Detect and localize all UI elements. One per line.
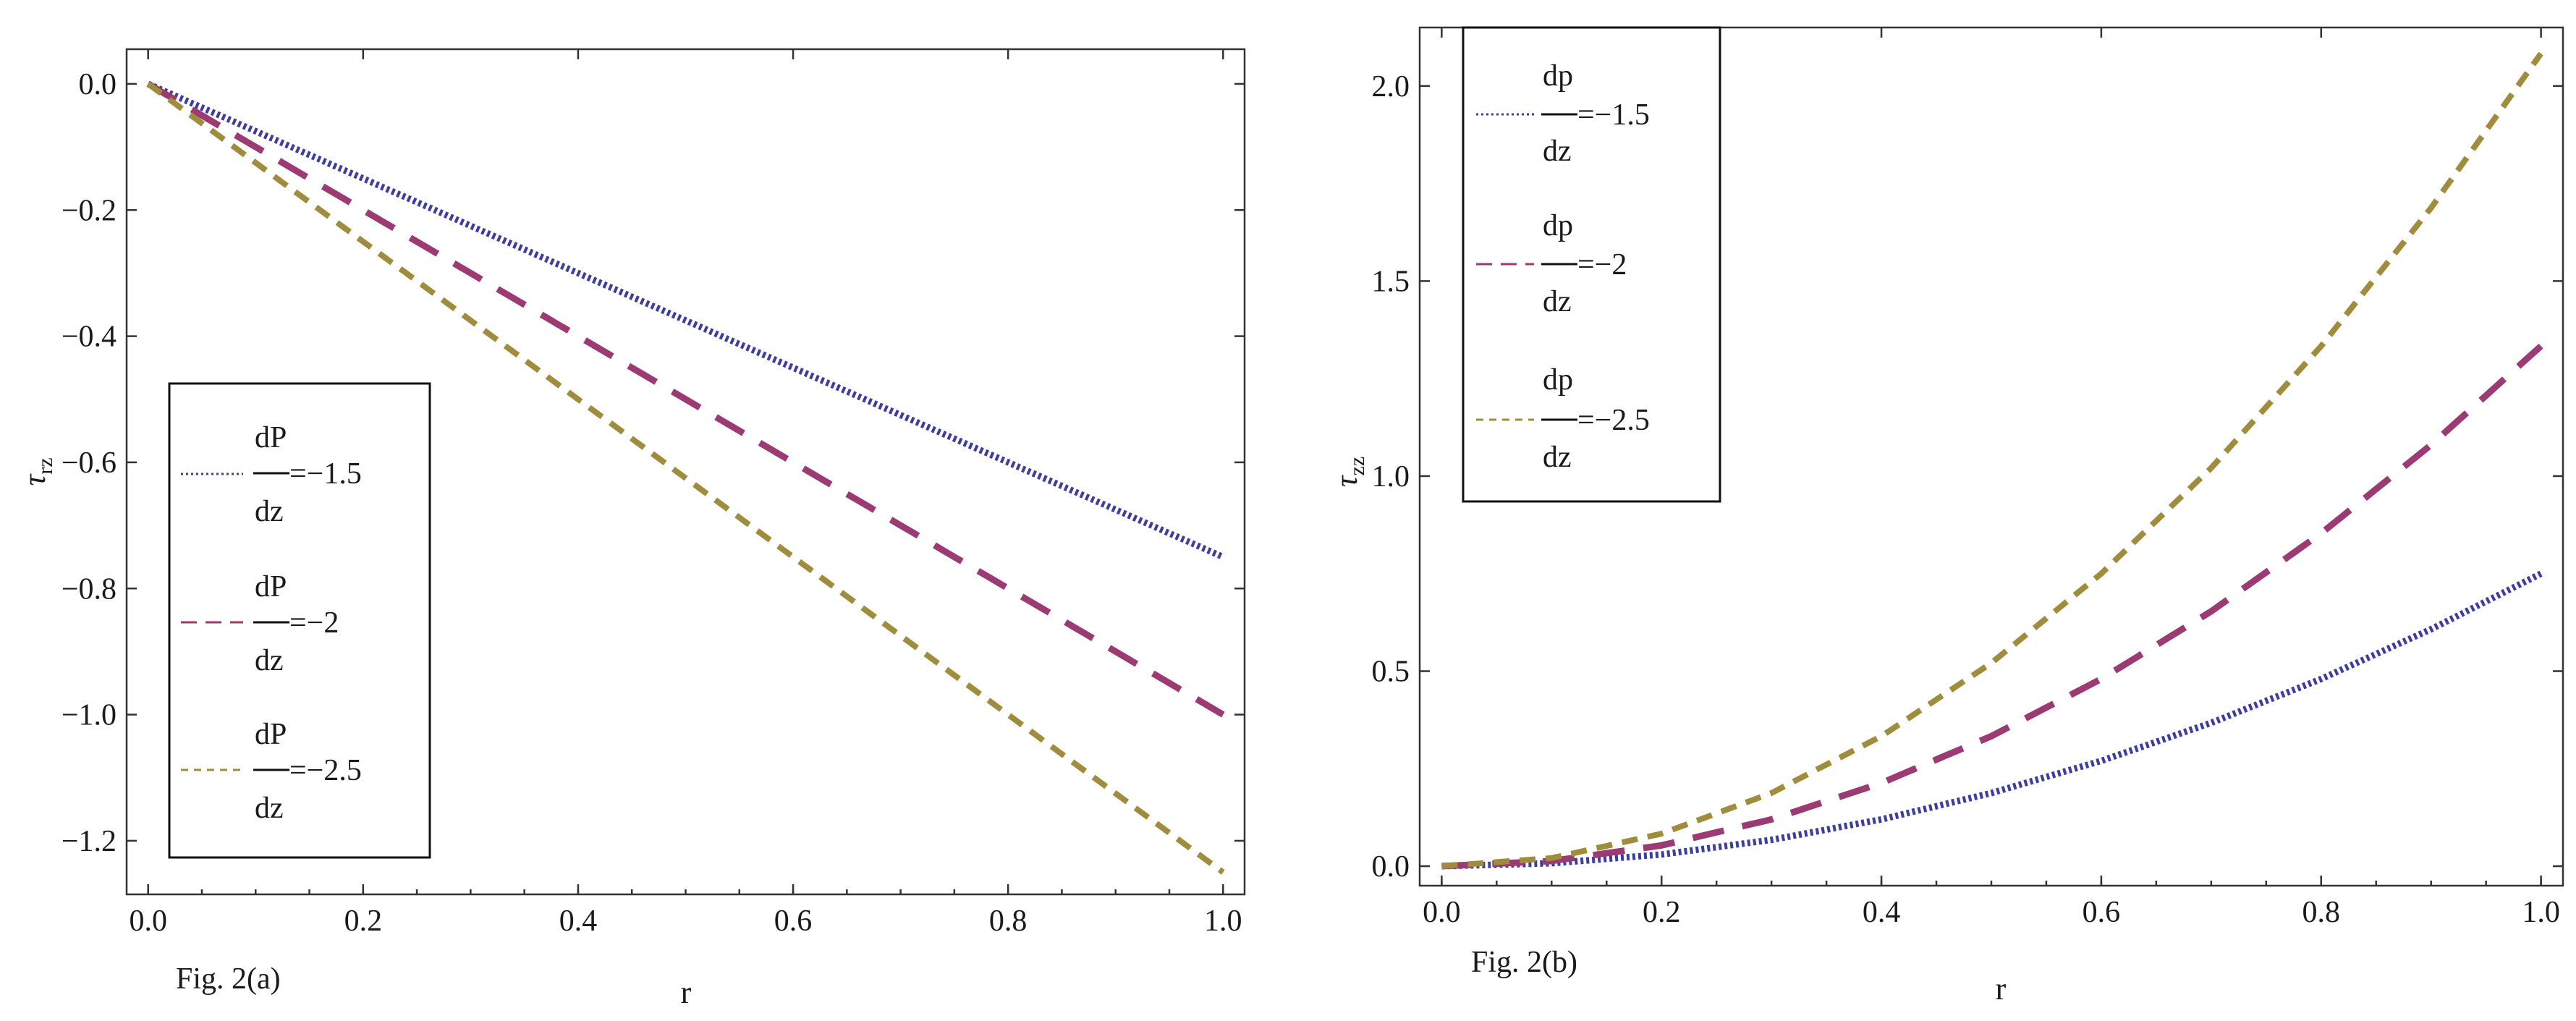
panel-b-x-tick-label: 0.2 [1643, 896, 1681, 929]
panel-b-legend-den-1: dz [1543, 135, 1572, 168]
panel-b-legend: dp =−1.5 dz dp =−2 dz dp =−2.5 dz [1462, 26, 1721, 503]
panel-a-x-axis-title: r [681, 975, 692, 1010]
panel-a-series-line-2 [146, 81, 1225, 718]
panel-a-legend-num-2: dP [255, 570, 287, 603]
panel-b-legend-value-1: =−1.5 [1577, 98, 1650, 132]
panel-a-x-tick-label: 0.6 [774, 905, 813, 938]
panel-b-legend-value-3: =−2.5 [1577, 404, 1650, 437]
panel-b-series-line-2 [1441, 343, 2543, 870]
panel-b-y-tick-label: 0.5 [1372, 656, 1410, 689]
panel-a-y-tick-label: −0.8 [62, 572, 116, 606]
panel-b-legend-num-1: dp [1543, 59, 1573, 93]
panel-b-y-tick-label: 0.0 [1372, 850, 1410, 884]
panel-a-legend-den-1: dz [255, 495, 284, 528]
panel-b-y-tick-label: 1.5 [1372, 265, 1410, 298]
panel-b-legend-num-2: dp [1543, 209, 1573, 242]
panel-b-y-tick-label: 1.0 [1372, 460, 1410, 493]
panel-b-legend-den-3: dz [1543, 441, 1572, 474]
panel-b-y-tick-label: 2.0 [1372, 70, 1410, 103]
panel-a-y-tick-label: −0.6 [62, 446, 116, 480]
panel-b-legend-num-3: dp [1543, 363, 1573, 397]
panel-a-series-line-3 [146, 81, 1225, 875]
panel-a-x-tick-label: 0.8 [989, 905, 1028, 938]
panel-b-series-line-3 [1441, 51, 2543, 869]
panel-a-y-axis-title: τrz [17, 457, 57, 486]
panel-b-x-tick-label: 0.0 [1423, 896, 1461, 929]
panel-a-legend-den-3: dz [255, 792, 284, 825]
panel-a-legend-num-3: dP [255, 718, 287, 751]
panel-b-y-axis-symbol: τ [1329, 474, 1364, 487]
panel-b-chart: 0.0 0.2 0.4 0.6 0.8 1.00.00.51.01.52.0 τzz r … [1329, 26, 2564, 1007]
panel-a-y-tick-label: −0.2 [62, 194, 116, 227]
panel-a-x-tick-label: 1.0 [1204, 905, 1242, 938]
panel-b-legend-den-2: dz [1543, 285, 1572, 318]
panel-a-x-tick-label: 0.0 [129, 905, 167, 938]
panel-a-legend-value-1: =−1.5 [289, 457, 362, 491]
panel-a-caption: Fig. 2(a) [176, 962, 281, 996]
panel-a-legend-num-1: dP [255, 421, 287, 454]
panel-a-ticks: 0.0 0.2 0.4 0.6 0.8 1.0 0.0 −0.2 −0.4 −0.6 −0.8 −1.… [62, 49, 1245, 938]
panel-a-chart: 0.0 0.2 0.4 0.6 0.8 1.0 0.0 −0.2 −0.4 −0.6 −0.8 −1.… [17, 48, 1246, 1010]
panel-a-legend-box [168, 382, 431, 859]
panel-a-legend-den-2: dz [255, 644, 284, 677]
panel-b-y-axis-subscript: zz [1345, 457, 1369, 476]
panel-a-y-tick-label: −1.2 [62, 825, 116, 858]
panel-b-x-axis-title: r [1996, 971, 2007, 1007]
panel-a-legend-value-2: =−2 [289, 606, 339, 640]
panel-b-y-axis-title: τzz [1329, 457, 1369, 487]
panel-b-x-tick-label: 0.8 [2302, 896, 2341, 929]
panel-b-series [1441, 51, 2543, 870]
panel-b-x-tick-label: 0.6 [2083, 896, 2121, 929]
panel-b-series-line-1 [1441, 570, 2543, 870]
panel-b-legend-value-2: =−2 [1577, 248, 1627, 281]
panel-a-y-tick-label: −0.4 [62, 321, 116, 354]
panel-b-caption: Fig. 2(b) [1471, 946, 1577, 979]
panel-a-legend-value-3: =−2.5 [289, 754, 362, 787]
panel-a-y-axis-symbol: τ [17, 473, 52, 486]
panel-b-x-tick-label: 1.0 [2522, 896, 2560, 929]
panel-a-y-axis-subscript: rz [33, 457, 57, 474]
panel-b-ticks: 0.0 0.2 0.4 0.6 0.8 1.0 0.0 0.5 1.0 1.5 2.0 [1372, 27, 2563, 929]
panel-a-y-tick-label: 0.0 [79, 68, 117, 101]
panel-a-y-tick-label: −1.0 [62, 699, 116, 732]
panel-a-series [146, 80, 1225, 875]
panel-b-x-tick-label: 0.4 [1863, 896, 1901, 929]
panel-a-legend: dP =−1.5 dz dP =−2 dz dP =−2.5 dz [168, 382, 431, 859]
panel-a-x-tick-label: 0.4 [559, 905, 598, 938]
panel-a-x-tick-label: 0.2 [344, 905, 383, 938]
